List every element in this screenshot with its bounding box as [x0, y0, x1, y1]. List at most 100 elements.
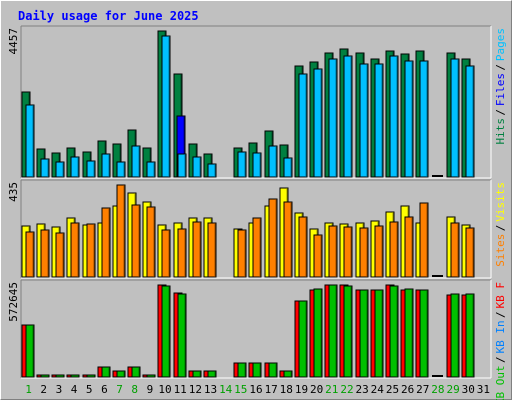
x-tick-label-day-3: 3 — [56, 383, 63, 396]
x-tick-label-day-7: 7 — [116, 383, 123, 396]
bottom-bar-day12-kb-out — [192, 370, 202, 378]
x-tick-label-day-24: 24 — [371, 383, 385, 396]
x-tick-label-day-22: 22 — [340, 383, 353, 396]
middle-bar-day8-sites — [131, 204, 141, 278]
middle-bar-day16-sites — [252, 217, 262, 278]
middle-bar-day6-sites — [101, 207, 111, 278]
bottom-bar-day30-kb-out — [465, 293, 475, 378]
x-tick-label-day-21: 21 — [325, 383, 338, 396]
bottom-bar-day4-kb-out — [70, 374, 80, 378]
middle-bar-day25-sites — [389, 221, 399, 278]
bottom-bar-day13-kb-out — [207, 370, 217, 378]
middle-bar-day2-sites — [40, 229, 50, 278]
legend-middle-visits: Visits — [494, 182, 507, 222]
top-bar-day18-pages — [283, 157, 293, 178]
top-bar-day1-pages — [25, 104, 35, 178]
chart-title: Daily usage for June 2025 — [18, 9, 199, 23]
x-tick-label-day-25: 25 — [386, 383, 399, 396]
legend-separator-top: / — [494, 64, 507, 71]
middle-bar-day13-sites — [207, 222, 217, 278]
middle-bar-day3-sites — [55, 232, 65, 278]
x-tick-label-day-11: 11 — [174, 383, 187, 396]
bottom-bar-day11-kb-out — [177, 293, 187, 378]
middle-bar-day11-sites — [177, 228, 187, 278]
middle-bar-day30-sites — [465, 227, 475, 278]
bottom-bar-day23-kb-out — [359, 289, 369, 378]
x-tick-label-day-6: 6 — [101, 383, 108, 396]
bottom-bar-day9-kb-out — [146, 374, 156, 378]
top-bar-day3-pages — [55, 161, 65, 178]
legend-separator-top: / — [494, 109, 507, 116]
middle-bar-day27-sites — [419, 202, 429, 278]
legend-separator-bottom: / — [494, 311, 507, 318]
x-tick-label-day-18: 18 — [280, 383, 293, 396]
middle-bar-day26-sites — [404, 216, 414, 278]
top-bar-day24-pages — [374, 63, 384, 178]
top-bar-day29-pages — [450, 58, 460, 178]
top-bar-day26-pages — [404, 60, 414, 178]
x-tick-label-day-27: 27 — [416, 383, 429, 396]
middle-bar-day18-sites — [283, 201, 293, 278]
x-tick-label-day-12: 12 — [189, 383, 202, 396]
top-bar-day23-pages — [359, 63, 369, 178]
x-tick-label-day-8: 8 — [131, 383, 138, 396]
middle-bar-day5-sites — [86, 223, 96, 278]
bottom-bar-day7-kb-out — [116, 370, 126, 378]
middle-bar-day19-sites — [298, 216, 308, 278]
top-bar-day12-pages — [192, 156, 202, 178]
middle-bar-day23-sites — [359, 227, 369, 278]
middle-bar-day24-sites — [374, 225, 384, 278]
bottom-bar-day19-kb-out — [298, 300, 308, 378]
x-tick-label-day-29: 29 — [446, 383, 459, 396]
max-label-top: 4457 — [7, 28, 20, 55]
x-tick-label-day-5: 5 — [86, 383, 93, 396]
middle-bar-day20-sites — [313, 234, 323, 278]
top-bar-day27-pages — [419, 60, 429, 178]
max-label-bottom: 572645 — [7, 282, 20, 322]
middle-zero-marker-day28 — [432, 275, 443, 277]
bottom-zero-marker-day28 — [432, 375, 443, 377]
legend-top-hits: Hits — [494, 118, 507, 145]
bottom-bar-day10-kb-out — [161, 285, 171, 378]
bottom-bar-day26-kb-out — [404, 288, 414, 378]
legend-bottom-kb-f: KB F — [494, 282, 507, 309]
top-bar-day16-pages — [252, 152, 262, 178]
top-bar-day10-pages — [161, 35, 171, 178]
top-bar-day2-pages — [40, 158, 50, 178]
middle-bar-day29-sites — [450, 222, 460, 278]
middle-bar-day10-sites — [161, 229, 171, 278]
bottom-bar-day29-kb-out — [450, 293, 460, 378]
bottom-bar-day15-kb-out — [237, 362, 247, 378]
x-tick-label-day-23: 23 — [355, 383, 368, 396]
top-bar-day9-pages — [146, 161, 156, 178]
bottom-bar-day17-kb-out — [268, 362, 278, 378]
middle-bar-day22-sites — [343, 226, 353, 278]
middle-bar-day7-sites — [116, 184, 126, 278]
bottom-bar-day27-kb-out — [419, 289, 429, 378]
bottom-bar-day3-kb-out — [55, 374, 65, 378]
top-bar-day22-pages — [343, 55, 353, 178]
legend-bottom-kb-in: KB In — [494, 320, 507, 353]
top-bar-day7-pages — [116, 161, 126, 178]
x-tick-label-day-31: 31 — [477, 383, 490, 396]
bottom-bar-day18-kb-out — [283, 370, 293, 378]
top-bar-day30-pages — [465, 65, 475, 178]
bottom-bar-day24-kb-out — [374, 289, 384, 378]
top-bar-day17-pages — [268, 145, 278, 178]
top-bar-day13-pages — [207, 163, 217, 178]
middle-bar-day15-sites — [237, 229, 247, 278]
top-bar-day8-pages — [131, 145, 141, 178]
x-tick-label-day-13: 13 — [204, 383, 217, 396]
top-bar-day25-pages — [389, 55, 399, 178]
x-tick-label-day-30: 30 — [462, 383, 475, 396]
x-tick-label-day-20: 20 — [310, 383, 323, 396]
x-tick-label-day-14: 14 — [219, 383, 233, 396]
bottom-bar-day6-kb-out — [101, 366, 111, 378]
legend-separator-middle: / — [494, 225, 507, 232]
bottom-bar-day1-kb-out — [25, 324, 35, 378]
top-bar-day21-pages — [328, 58, 338, 178]
top-bar-day15-pages — [237, 151, 247, 178]
bottom-bar-day8-kb-out — [131, 366, 141, 378]
legend-bottom-kb-out: KB Out — [494, 365, 507, 400]
